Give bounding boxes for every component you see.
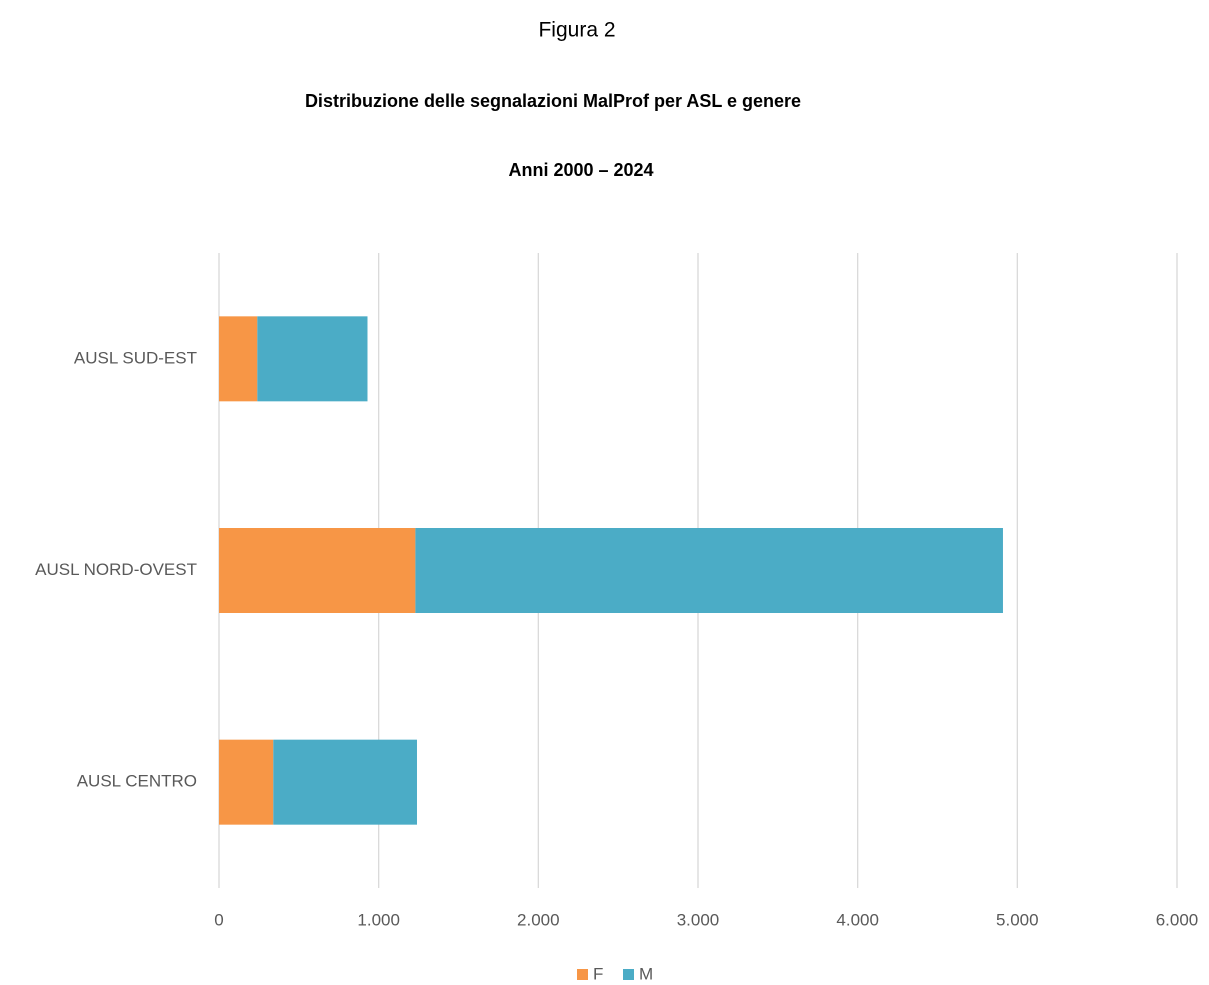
x-tick-label: 2.000 — [517, 910, 560, 929]
y-tick-label: AUSL NORD-OVEST — [35, 560, 197, 579]
x-tick-label: 5.000 — [996, 910, 1039, 929]
x-tick-label: 6.000 — [1156, 910, 1199, 929]
legend-label: M — [639, 964, 653, 983]
x-tick-label: 4.000 — [836, 910, 879, 929]
bar-segment — [257, 316, 368, 402]
y-tick-label: AUSL CENTRO — [77, 772, 197, 791]
x-tick-label: 0 — [214, 910, 223, 929]
bar-segment — [219, 739, 274, 825]
legend-swatch — [623, 969, 634, 980]
bar-segment — [219, 528, 416, 613]
legend-label: F — [593, 964, 603, 983]
bar-segment — [219, 316, 258, 402]
figure-label: Figura 2 — [538, 19, 615, 42]
bar-segment — [415, 528, 1003, 613]
chart-title: Distribuzione delle segnalazioni MalProf… — [305, 91, 801, 111]
legend-swatch — [577, 969, 588, 980]
bar-segment — [273, 739, 417, 825]
x-tick-label: 3.000 — [677, 910, 720, 929]
x-tick-label: 1.000 — [357, 910, 400, 929]
chart-subtitle: Anni 2000 – 2024 — [508, 160, 653, 180]
y-tick-label: AUSL SUD-EST — [74, 348, 197, 367]
